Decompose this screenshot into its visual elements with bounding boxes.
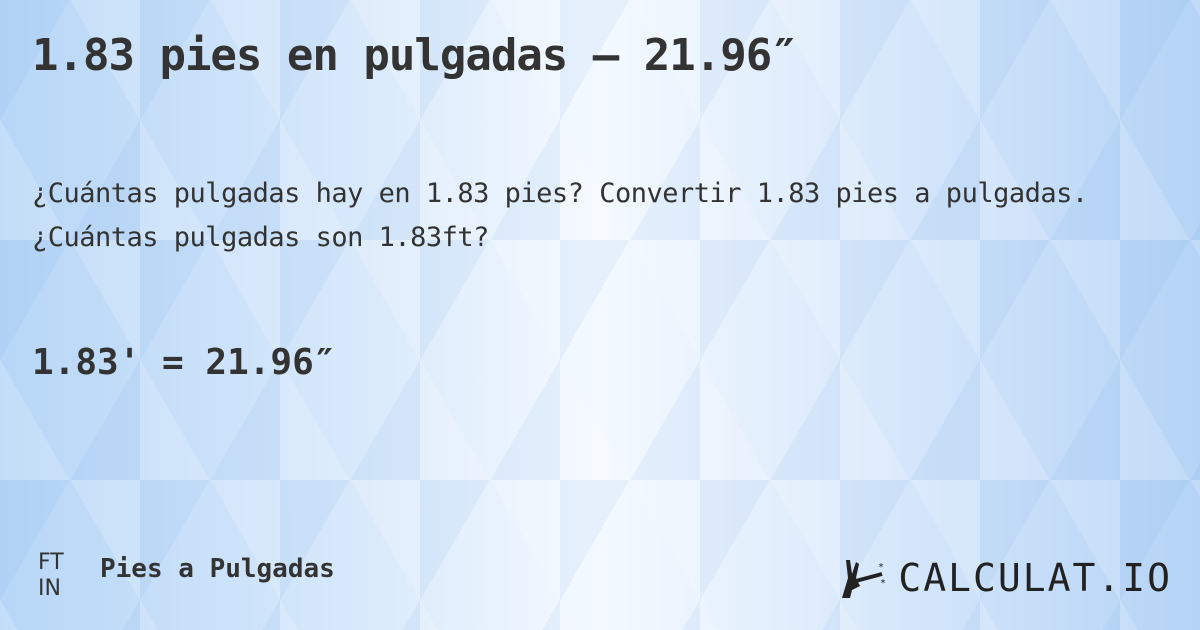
svg-text:*: * — [878, 562, 884, 573]
magic-wand-hand-icon: * * — [842, 560, 886, 598]
svg-text:*: * — [880, 578, 886, 589]
unit-from: FT — [38, 550, 64, 575]
description: ¿Cuántas pulgadas hay en 1.83 pies? Conv… — [32, 178, 1088, 253]
page-title: 1.83 pies en pulgadas — 21.96″ — [32, 30, 798, 81]
logo[interactable]: * * CALCULAT.IO — [838, 556, 1172, 600]
logo-text: CALCULAT.IO — [898, 556, 1172, 600]
conversion-result: 1.83' = 21.96″ — [32, 342, 336, 383]
unit-icon: FT IN — [38, 550, 64, 602]
category-link[interactable]: Pies a Pulgadas — [100, 554, 335, 584]
unit-to: IN — [38, 576, 61, 601]
